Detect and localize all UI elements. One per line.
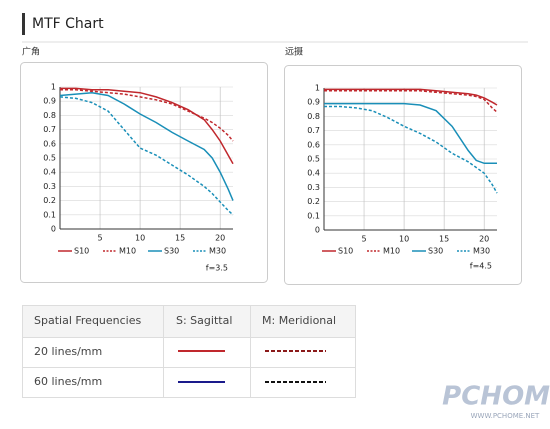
y-tick-label: 0.3 [307, 183, 320, 192]
watermark-logo: PCHOME [442, 382, 550, 412]
x-tick-label: 15 [439, 235, 449, 244]
legend-label: M30 [473, 247, 490, 256]
table-cell: 60 lines/mm [34, 375, 102, 388]
legend-label: S10 [74, 247, 89, 256]
y-tick-label: 0.5 [43, 154, 56, 163]
header-bar [22, 13, 25, 35]
legend-label: S30 [428, 247, 443, 256]
y-tick-label: 0.4 [307, 169, 320, 178]
x-tick-label: 20 [215, 234, 225, 243]
series-line [60, 87, 234, 165]
x-tick-label: 10 [135, 234, 145, 243]
y-tick-label: 0.8 [307, 112, 320, 121]
y-tick-label: 0.7 [43, 125, 56, 134]
chart-note: f=3.5 [206, 264, 228, 273]
legend-label: S30 [164, 247, 179, 256]
table-header: Spatial Frequencies [34, 314, 142, 327]
series-line [60, 89, 234, 142]
y-tick-label: 1 [51, 83, 56, 92]
chart-title: 广角 [22, 46, 40, 58]
header-title: MTF Chart [32, 16, 104, 32]
y-tick-label: 0.1 [307, 211, 320, 220]
series-line [324, 88, 498, 106]
y-tick-label: 1 [315, 84, 320, 93]
series-line [59, 91, 234, 201]
table-header: S: Sagittal [176, 314, 232, 327]
series-line [324, 102, 497, 165]
table-header: M: Meridional [262, 314, 336, 327]
y-tick-label: 0.8 [43, 111, 56, 120]
y-tick-label: 0.6 [307, 140, 320, 149]
y-tick-label: 0.7 [307, 126, 320, 135]
legend-label: S10 [338, 247, 353, 256]
y-tick-label: 0 [51, 225, 56, 234]
chart-title: 远摄 [285, 46, 303, 58]
y-tick-label: 0.5 [307, 155, 320, 164]
table-header-bg [23, 306, 355, 337]
table-cell: 20 lines/mm [34, 345, 102, 358]
x-tick-label: 5 [361, 235, 366, 244]
x-tick-label: 10 [399, 235, 409, 244]
x-tick-label: 5 [97, 234, 102, 243]
legend-label: M30 [209, 247, 226, 256]
legend-label: M10 [119, 247, 136, 256]
x-tick-label: 20 [479, 235, 489, 244]
y-tick-label: 0.1 [43, 210, 56, 219]
y-tick-label: 0.6 [43, 139, 56, 148]
y-tick-label: 0.2 [307, 197, 320, 206]
table: Spatial Frequencies S: Sagittal M: Merid… [22, 305, 356, 398]
series-line [59, 96, 234, 216]
watermark-url: WWW.PCHOME.NET [471, 412, 540, 420]
y-tick-label: 0.2 [43, 196, 56, 205]
legend-label: M10 [383, 247, 400, 256]
y-tick-label: 0.9 [43, 97, 56, 106]
y-tick-label: 0.9 [307, 98, 320, 107]
y-tick-label: 0.4 [43, 168, 56, 177]
chart-note: f=4.5 [470, 262, 492, 271]
y-tick-label: 0 [315, 226, 320, 235]
y-tick-label: 0.3 [43, 182, 56, 191]
series-line [324, 105, 498, 194]
x-tick-label: 15 [175, 234, 185, 243]
